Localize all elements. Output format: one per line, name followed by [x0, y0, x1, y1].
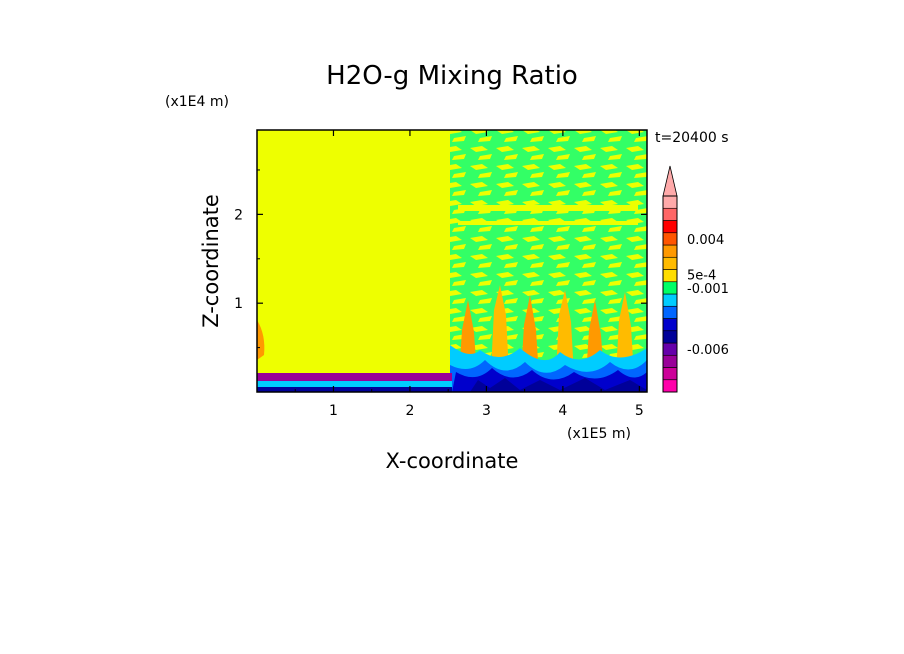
colorbar-label: -0.001	[687, 282, 729, 297]
colorbar-segment	[662, 244, 678, 258]
x-unit-label: (x1E5 m)	[567, 426, 631, 442]
colorbar-segment	[662, 207, 678, 221]
x-axis-title: X-coordinate	[386, 449, 519, 473]
colorbar-segment	[662, 367, 678, 381]
x-axis-ticks: 1 2 3 4 5	[294, 130, 644, 419]
field-band-middle	[458, 214, 638, 218]
colorbar-frame	[662, 195, 678, 393]
x-tick-label: 3	[482, 403, 491, 419]
y-tick-label: 1	[234, 296, 243, 312]
y-axis-ticks: 12	[234, 169, 647, 349]
time-label: t=20400 s	[655, 130, 729, 146]
colorbar-segment	[662, 220, 678, 234]
chart-title: H2O-g Mixing Ratio	[326, 61, 578, 91]
colorbar-label: 5e-4	[687, 268, 716, 283]
colorbar-segment	[662, 379, 678, 393]
colorbar-segment	[662, 318, 678, 332]
colorbar: 0.004 5e-4-0.001 -0.006	[662, 165, 729, 393]
field-surface-layer	[257, 373, 452, 381]
colorbar-label: 0.004	[687, 233, 724, 248]
colorbar-segment	[662, 342, 678, 356]
field-band-upper	[458, 205, 638, 211]
colorbar-segment	[662, 354, 678, 368]
x-tick-label: 4	[558, 403, 567, 419]
x-tick-label: 2	[405, 403, 414, 419]
colorbar-segment	[662, 293, 678, 307]
field-band-lower	[458, 221, 638, 225]
colorbar-segment	[662, 330, 678, 344]
plot-frame	[256, 129, 648, 393]
colorbar-segment	[662, 195, 678, 209]
colorbar-segment	[662, 256, 678, 270]
field-surface-layer-bottom	[257, 387, 452, 392]
field-turbulent-region	[450, 130, 647, 392]
field-left-edge-plume	[257, 320, 265, 360]
y-axis-title: Z-coordinate	[199, 194, 223, 328]
colorbar-segment	[662, 232, 678, 246]
x-tick-label: 5	[635, 403, 644, 419]
y-tick-label: 2	[234, 207, 243, 223]
colorbar-segment	[662, 269, 678, 283]
colorbar-segment	[662, 305, 678, 319]
colorbar-label: -0.006	[687, 343, 729, 358]
y-unit-label: (x1E4 m)	[165, 94, 229, 110]
field-plumes	[450, 285, 647, 392]
field-surface-layer-lower	[257, 381, 452, 387]
heatmap-field	[257, 130, 647, 392]
x-tick-label: 1	[329, 403, 338, 419]
colorbar-extend-arrow	[662, 165, 678, 197]
colorbar-segment	[662, 281, 678, 295]
